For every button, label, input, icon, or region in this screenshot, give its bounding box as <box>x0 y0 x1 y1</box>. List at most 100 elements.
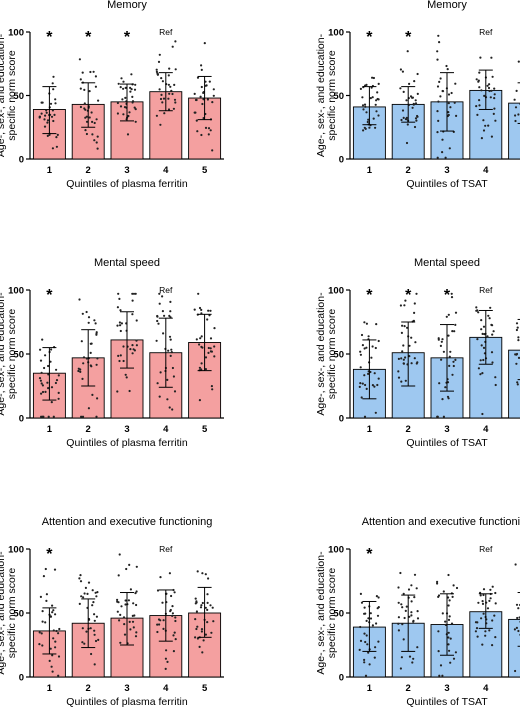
data-point <box>132 626 135 629</box>
data-point <box>42 575 46 578</box>
data-point <box>482 346 486 349</box>
data-point <box>168 92 171 95</box>
data-point <box>43 118 46 121</box>
data-point <box>128 563 131 567</box>
data-point <box>51 611 54 614</box>
y-tick-label: 100 <box>8 545 24 556</box>
error-bar-q2 <box>401 86 416 123</box>
data-point <box>397 370 400 373</box>
data-point <box>44 621 47 624</box>
data-point <box>44 354 47 357</box>
data-point <box>209 347 212 350</box>
y-axis-label-line1: Age-, sex-, and education- <box>0 292 7 416</box>
reference-label: Ref <box>479 285 493 295</box>
data-point <box>204 573 207 576</box>
data-point <box>80 340 83 343</box>
error-bar-q4 <box>478 593 493 629</box>
data-point <box>397 622 400 625</box>
data-point <box>82 596 85 599</box>
panel-title: Attention and executive functioning <box>362 516 520 528</box>
data-point <box>377 596 380 599</box>
y-axis-label-line2: specific norm score <box>326 568 338 659</box>
data-point <box>55 629 58 633</box>
data-point <box>450 292 453 295</box>
data-point <box>406 326 409 329</box>
data-point <box>157 60 161 64</box>
x-tick-label: 2 <box>86 424 91 435</box>
data-point <box>484 634 487 637</box>
data-point <box>85 310 88 314</box>
data-point <box>371 76 374 79</box>
data-point <box>371 384 374 387</box>
data-point <box>134 83 137 86</box>
data-point <box>409 95 413 98</box>
data-point <box>375 595 378 598</box>
data-point <box>85 357 88 360</box>
data-point <box>49 360 52 363</box>
data-point <box>174 68 177 71</box>
x-tick-label: 2 <box>86 165 91 176</box>
data-point <box>482 119 485 122</box>
data-point <box>437 595 440 599</box>
data-point <box>95 141 98 144</box>
data-point <box>204 633 207 636</box>
data-point <box>410 336 413 339</box>
reference-label: Ref <box>479 544 493 554</box>
data-point <box>45 109 48 112</box>
data-point <box>488 629 491 632</box>
data-point <box>414 99 417 102</box>
data-point <box>479 359 482 362</box>
y-axis-label-line2: specific norm score <box>6 50 18 141</box>
data-point <box>514 563 517 566</box>
data-point <box>209 604 212 607</box>
x-tick-label: 5 <box>202 165 208 176</box>
data-point <box>119 613 122 617</box>
data-point <box>491 361 494 364</box>
data-point <box>117 82 120 85</box>
error-bar-q1 <box>362 600 377 652</box>
y-tick-label: 50 <box>13 609 24 620</box>
data-point <box>412 619 415 623</box>
data-point <box>492 112 495 115</box>
data-point <box>41 390 45 394</box>
data-point <box>436 156 439 159</box>
data-point <box>200 604 203 607</box>
error-bar-q4 <box>478 69 493 110</box>
data-point <box>491 644 494 647</box>
error-bar-q3 <box>120 592 134 646</box>
data-point <box>402 638 405 641</box>
data-point <box>169 300 172 303</box>
data-point <box>360 601 364 604</box>
data-point <box>442 415 445 418</box>
significance-star: * <box>366 29 373 46</box>
data-point <box>515 322 519 325</box>
y-axis-label-line2: specific norm score <box>6 309 18 400</box>
data-point <box>416 114 419 118</box>
data-point <box>40 112 43 115</box>
data-point <box>131 100 135 103</box>
y-axis-label-line1: Age-, sex-, and education- <box>315 292 327 416</box>
data-point <box>116 306 119 309</box>
data-point <box>195 98 198 102</box>
data-point <box>373 656 376 659</box>
data-point <box>405 99 408 102</box>
data-point <box>39 359 43 362</box>
data-point <box>486 607 490 610</box>
data-point <box>410 600 413 603</box>
panel-5: Attention and executive functioning Age-,… <box>0 516 224 708</box>
data-point <box>53 113 56 116</box>
data-point <box>483 94 486 97</box>
data-point <box>128 620 131 624</box>
data-point <box>134 120 137 123</box>
data-point <box>57 674 60 677</box>
data-point <box>120 77 123 80</box>
data-point <box>448 599 451 602</box>
x-tick-label: 1 <box>47 165 53 176</box>
data-point <box>490 135 493 138</box>
data-point <box>155 68 158 71</box>
error-bar-q3 <box>120 83 134 122</box>
data-point <box>487 314 490 317</box>
error-bar-q1 <box>362 339 377 400</box>
y-tick-label: 50 <box>333 91 344 102</box>
data-point <box>371 624 374 627</box>
